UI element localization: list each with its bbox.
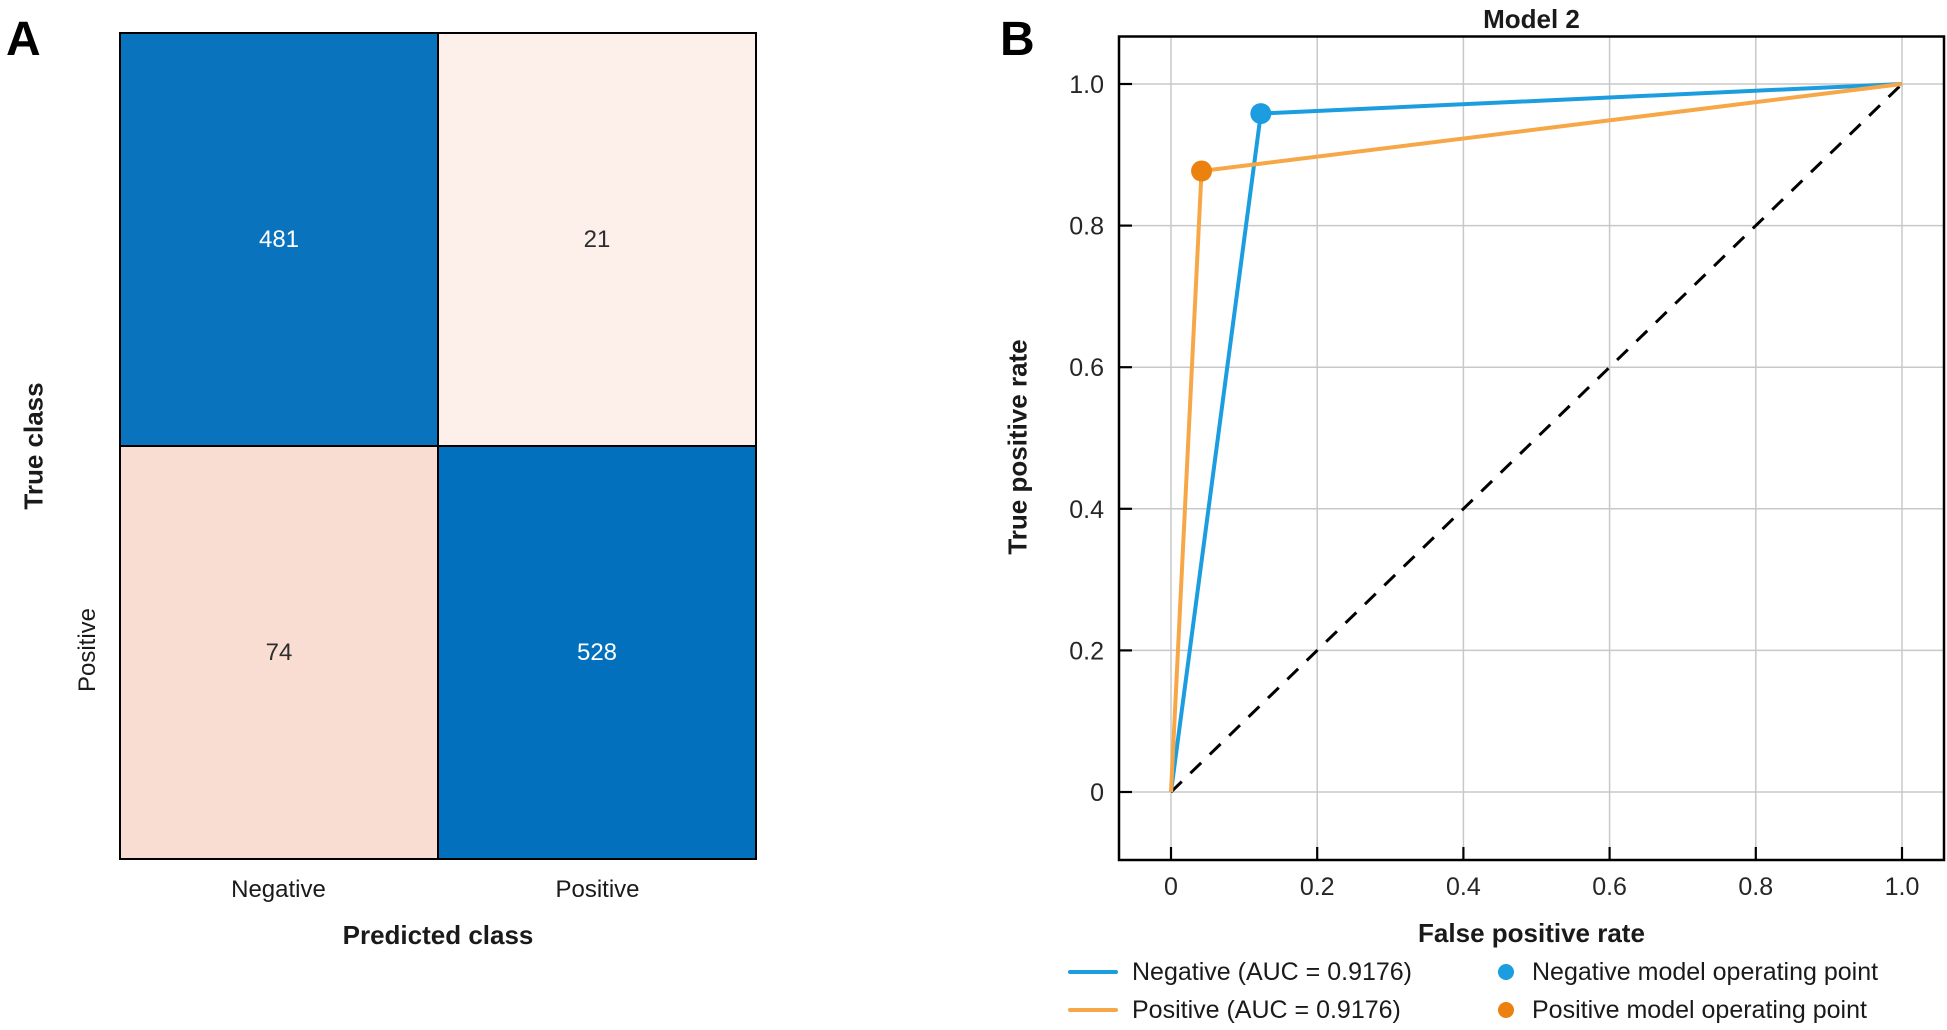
confusion-matrix-x-axis-label: Predicted class	[342, 920, 534, 950]
x-tick-label: 0	[1164, 873, 1178, 901]
confusion-matrix-col-label-negative: Negative	[231, 876, 326, 903]
legend-line-swatch-negative	[1068, 970, 1118, 974]
x-tick-label: 0.8	[1738, 873, 1773, 901]
roc-x-axis-label: False positive rate	[1418, 918, 1645, 948]
y-tick-label: 0.8	[1069, 213, 1104, 241]
cm-value-true-positive: 528	[576, 638, 618, 666]
roc-y-axis-label: True positive rate	[1002, 339, 1033, 555]
legend-line-swatch-positive	[1068, 1008, 1118, 1012]
panel-a-label: A	[6, 13, 41, 66]
plot-box	[1117, 35, 1946, 862]
legend-label-negative-curve: Negative (AUC = 0.9176)	[1132, 957, 1413, 986]
y-tick-label: 0.4	[1069, 496, 1104, 524]
x-tick-label: 0.6	[1592, 873, 1627, 901]
panel-b-label: B	[1000, 13, 1035, 66]
confusion-matrix-col-label-positive: Positive	[555, 876, 640, 903]
x-tick-label: 1.0	[1885, 873, 1920, 901]
legend-label-positive-operating-point: Positive model operating point	[1532, 995, 1867, 1024]
roc-plot-title: Model 2	[1483, 4, 1580, 34]
legend-label-negative-operating-point: Negative model operating point	[1532, 957, 1879, 986]
cm-cell-false-negative: 74	[120, 446, 438, 859]
confusion-matrix: 481 21 74 528	[119, 32, 757, 860]
x-tick-label: 0.4	[1446, 873, 1481, 901]
roc-legend: Negative (AUC = 0.9176) Negative model o…	[1068, 953, 1878, 1029]
y-tick-label: 1.0	[1069, 71, 1104, 99]
legend-label-positive-curve: Positive (AUC = 0.9176)	[1132, 995, 1401, 1024]
cm-cell-false-positive: 21	[438, 33, 756, 446]
roc-plot: 0 0.2 0.4 0.6 0.8 1.0 0 0.2 0.4 0.6 0.8 1.0	[1069, 35, 1946, 901]
confusion-matrix-y-axis-label: True class	[18, 382, 49, 510]
confusion-matrix-row-label-positive: Positive	[74, 607, 101, 693]
x-tick-label: 0.2	[1300, 873, 1335, 901]
legend-dot-swatch-positive-operating-point	[1498, 1002, 1514, 1018]
positive-operating-point-marker	[1191, 160, 1213, 182]
cm-value-false-negative: 74	[265, 638, 293, 666]
y-tick-label: 0	[1090, 779, 1104, 807]
y-tick-label: 0.6	[1069, 354, 1104, 382]
diagonal-reference-line	[1169, 82, 1904, 794]
y-tick-label: 0.2	[1069, 637, 1104, 665]
cm-value-false-positive: 21	[583, 225, 611, 253]
cm-value-true-negative: 481	[258, 225, 300, 253]
cm-cell-true-positive: 528	[438, 446, 756, 859]
legend-dot-swatch-negative-operating-point	[1498, 964, 1514, 980]
negative-operating-point-marker	[1250, 103, 1272, 125]
cm-cell-true-negative: 481	[120, 33, 438, 446]
